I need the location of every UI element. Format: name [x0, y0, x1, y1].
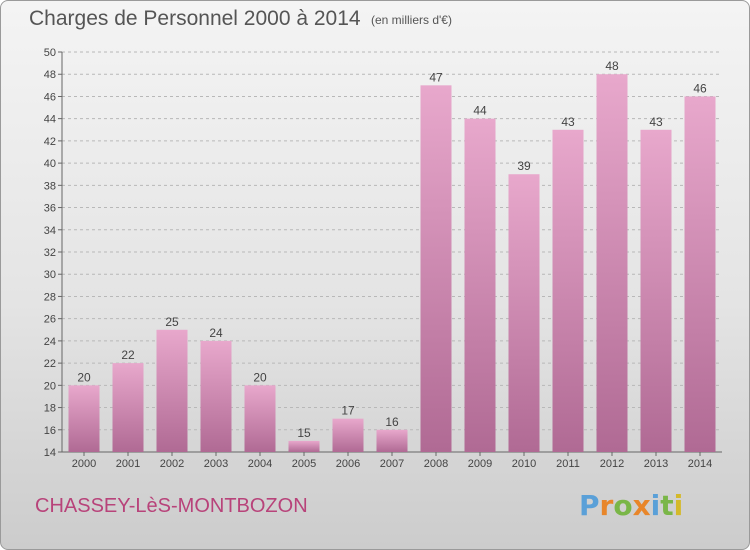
y-tick-label: 34 [44, 225, 56, 237]
x-tick-label: 2014 [688, 458, 712, 470]
logo-letter: P [579, 489, 600, 522]
bars [68, 74, 716, 453]
data-label: 20 [77, 370, 91, 384]
data-labels: 20 22 25 24 20 15 17 16 47 44 39 43 48 43 46 [77, 59, 707, 440]
data-label: 43 [649, 115, 663, 129]
x-tick-label: 2012 [600, 458, 624, 470]
bar [552, 129, 584, 452]
x-tick-label: 2000 [72, 458, 96, 470]
chart-title: Charges de Personnel 2000 à 2014 [29, 7, 361, 30]
data-label: 39 [517, 159, 531, 173]
y-tick-label: 42 [44, 136, 56, 148]
data-label: 16 [385, 415, 399, 429]
y-tick-label: 50 [44, 47, 56, 59]
logo-letter: o [613, 489, 633, 522]
y-tick-label: 24 [44, 336, 56, 348]
y-tick-label: 26 [44, 314, 56, 326]
bar [420, 85, 452, 452]
data-label: 25 [165, 315, 179, 329]
data-label: 46 [693, 81, 707, 95]
bar [200, 340, 232, 452]
data-label: 20 [253, 370, 267, 384]
x-tick-label: 2007 [380, 458, 404, 470]
x-tick-label: 2013 [644, 458, 668, 470]
x-tick-label: 2005 [292, 458, 316, 470]
commune-name: CHASSEY-LèS-MONTBOZON [35, 495, 308, 517]
bar [640, 129, 672, 452]
x-tick-label: 2004 [248, 458, 272, 470]
bar [244, 385, 276, 452]
x-tick-label: 2010 [512, 458, 536, 470]
chart-subtitle: (en milliers d'€) [371, 13, 452, 27]
y-tick-label: 36 [44, 203, 56, 215]
data-label: 22 [121, 348, 135, 362]
y-tick-label: 40 [44, 158, 56, 170]
y-tick-label: 32 [44, 247, 56, 259]
bar [508, 174, 540, 452]
bar [376, 429, 408, 452]
data-label: 24 [209, 326, 223, 340]
data-label: 15 [297, 426, 311, 440]
y-tick-label: 38 [44, 180, 56, 192]
bar [596, 74, 628, 452]
data-label: 48 [605, 59, 619, 73]
x-tick-label: 2006 [336, 458, 360, 470]
x-tick-labels: 2000 2001 2002 2003 2004 2005 2006 2007 2008 2009… [72, 458, 712, 470]
bar [464, 118, 496, 453]
y-tick-label: 30 [44, 269, 56, 281]
y-tick-label: 48 [44, 69, 56, 81]
data-label: 44 [473, 104, 487, 118]
x-tick-label: 2003 [204, 458, 228, 470]
logo-letter: x [632, 489, 651, 522]
proxiti-logo: Proxiti [579, 489, 683, 522]
logo-letter: t [660, 489, 674, 522]
y-tick-labels: 14 16 18 20 22 24 26 28 30 32 34 36 38 40 42 44 46 48 50 [44, 47, 56, 459]
x-tick-label: 2002 [160, 458, 184, 470]
bar [332, 418, 364, 452]
logo-letter: i [650, 489, 661, 522]
bar [684, 96, 716, 452]
y-tick-label: 28 [44, 291, 56, 303]
x-tick-label: 2009 [468, 458, 492, 470]
y-tick-label: 44 [44, 114, 56, 126]
y-tick-label: 22 [44, 358, 56, 370]
y-tick-label: 46 [44, 91, 56, 103]
logo-letter: i [673, 489, 684, 522]
data-label: 17 [341, 404, 355, 418]
y-tick-label: 20 [44, 380, 56, 392]
x-tick-label: 2008 [424, 458, 448, 470]
y-tick-label: 14 [44, 447, 56, 459]
bar [156, 329, 188, 452]
bar [288, 440, 320, 452]
y-tick-label: 18 [44, 403, 56, 415]
x-tick-label: 2011 [556, 458, 580, 470]
data-label: 47 [429, 70, 443, 84]
bar [112, 363, 144, 452]
bar [68, 385, 100, 452]
logo-letter: r [599, 489, 614, 522]
data-label: 43 [561, 115, 575, 129]
y-tick-label: 16 [44, 425, 56, 437]
x-tick-label: 2001 [116, 458, 140, 470]
